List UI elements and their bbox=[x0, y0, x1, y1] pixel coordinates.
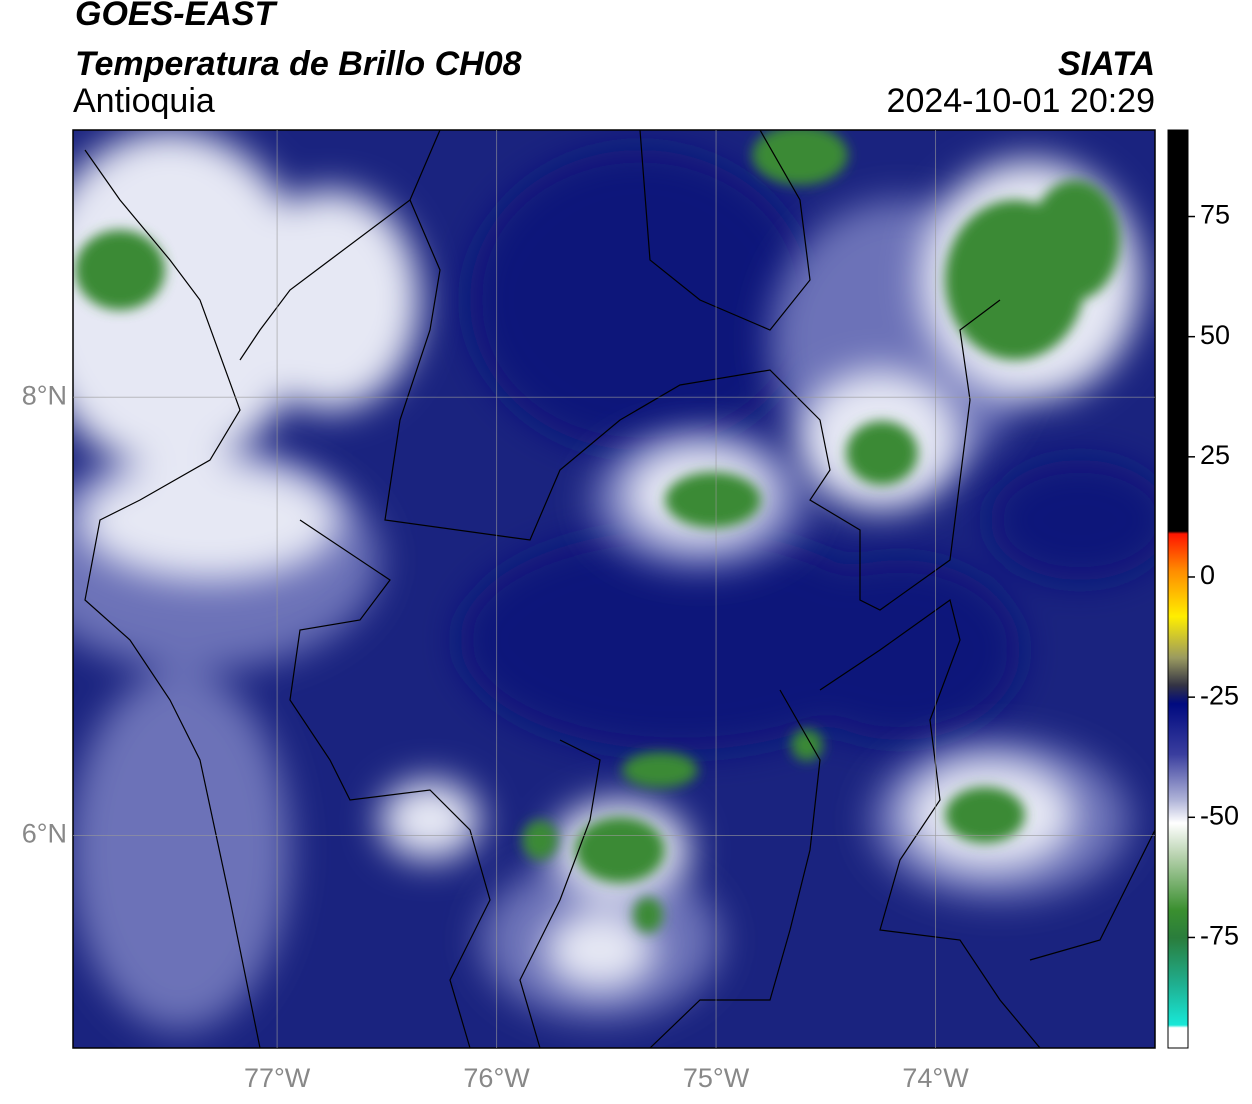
colorbar-tick-label: 50 bbox=[1200, 320, 1230, 350]
colorbar-tick-label: 75 bbox=[1200, 200, 1230, 230]
datetime: 2024-10-01 20:29 bbox=[887, 82, 1155, 120]
colorbar-tick-label: 0 bbox=[1200, 560, 1215, 590]
y-tick-label: 6°N bbox=[22, 819, 67, 849]
x-tick-label: 76°W bbox=[463, 1063, 530, 1093]
colorbar-tick-label: -25 bbox=[1200, 680, 1239, 710]
colorbar-tick-label: -50 bbox=[1200, 800, 1239, 830]
region: Antioquia bbox=[73, 82, 215, 120]
x-tick-label: 77°W bbox=[244, 1063, 311, 1093]
y-tick-label: 8°N bbox=[22, 380, 67, 410]
colorbar-tick-label: 25 bbox=[1200, 440, 1230, 470]
satellite-image bbox=[73, 130, 1155, 1048]
x-tick-label: 74°W bbox=[902, 1063, 969, 1093]
x-tick-label: 75°W bbox=[683, 1063, 750, 1093]
colorbar bbox=[1167, 129, 1189, 1049]
map-frame bbox=[72, 129, 1156, 1049]
source: SIATA bbox=[1058, 45, 1155, 83]
title: GOES-EAST bbox=[75, 0, 278, 33]
colorbar-tick-label: -75 bbox=[1200, 921, 1239, 951]
subtitle: Temperatura de Brillo CH08 bbox=[75, 45, 522, 83]
